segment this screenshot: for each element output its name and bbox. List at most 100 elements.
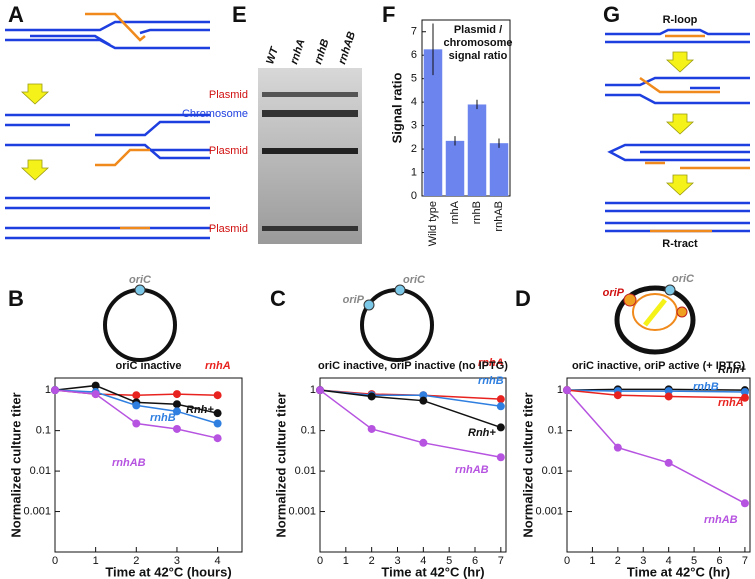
series-line	[566, 389, 745, 399]
plot-frame	[566, 377, 751, 553]
y-axis-label: Normalized culture titer	[273, 392, 288, 537]
x-tick-label: 0	[52, 555, 58, 567]
x-tick-label: 1	[93, 555, 99, 567]
x-tick-label: 4	[215, 555, 221, 567]
data-point	[664, 392, 673, 401]
x-tick-label: 1	[343, 555, 349, 567]
data-point	[367, 424, 376, 433]
band-label: Plasmid	[209, 145, 248, 157]
data-point	[213, 434, 222, 443]
x-tick-label: rnhAB	[493, 201, 505, 232]
y-tick-label: 1	[557, 384, 563, 396]
bar	[445, 140, 465, 196]
y-tick-label: 4	[411, 96, 417, 108]
y-tick-label: 6	[411, 49, 417, 61]
schematic-a	[5, 12, 210, 240]
y-tick-label: 0.01	[30, 465, 51, 477]
bar	[423, 49, 443, 197]
data-point	[213, 409, 222, 418]
x-tick-label: rnhB	[471, 201, 483, 224]
x-tick-label: 3	[640, 555, 646, 567]
x-tick-label: 2	[615, 555, 621, 567]
y-tick-label: 2	[411, 143, 417, 155]
plot-frame	[54, 377, 243, 553]
data-point	[91, 381, 100, 390]
chart-title: signal ratio	[449, 50, 508, 62]
panel-letter: B	[8, 286, 24, 311]
x-tick-label: 0	[317, 555, 323, 567]
title-box	[448, 22, 508, 66]
data-point	[172, 400, 181, 409]
data-point	[496, 402, 505, 411]
chart-title: chromosome	[443, 37, 512, 49]
series-label: rnhB	[693, 381, 719, 393]
x-tick-label: 0	[564, 555, 570, 567]
data-point	[132, 401, 141, 410]
y-tick-label: 0.001	[535, 505, 563, 517]
y-tick-label: 1	[45, 384, 51, 396]
series-label: rnhA	[718, 397, 744, 409]
series-label: Rnh+	[718, 364, 746, 376]
origin-label: oriC	[672, 273, 695, 285]
series-label: rnhB	[150, 412, 176, 424]
series-label: rnhB	[478, 375, 504, 387]
data-point	[496, 395, 505, 404]
bar	[489, 143, 509, 196]
y-tick-label: 0.1	[548, 425, 563, 437]
plot-frame	[421, 19, 511, 197]
replicon-map: oriC oriP	[343, 274, 434, 362]
y-tick-label: 0.01	[295, 465, 316, 477]
x-tick-label: 4	[420, 555, 426, 567]
data-point	[51, 386, 59, 395]
x-tick-label: 6	[472, 555, 478, 567]
lane-label: rnhAB	[336, 30, 358, 66]
series-label: Rnh+	[186, 404, 214, 416]
x-tick-label: 2	[369, 555, 375, 567]
chart-title: oriC inactive, oriP inactive (no IPTG)	[318, 360, 508, 372]
panel-letter: D	[515, 286, 531, 311]
replicon-map: oriC oriP	[603, 273, 696, 355]
y-tick-label: 0.001	[23, 505, 51, 517]
x-tick-label: 6	[716, 555, 722, 567]
y-tick-label: 3	[411, 120, 417, 132]
replicon-map: oriC	[103, 274, 177, 362]
series-label: rnhA	[478, 357, 504, 369]
series-line	[319, 389, 502, 429]
lane-label: WT	[264, 45, 281, 66]
series-line	[566, 389, 745, 393]
data-point	[563, 386, 571, 395]
data-point	[613, 443, 622, 452]
data-point	[419, 438, 428, 447]
data-point	[172, 390, 181, 399]
y-tick-label: 0	[411, 190, 417, 202]
origin-label: oriC	[403, 274, 426, 286]
panel-letter: F	[382, 2, 395, 27]
data-point	[316, 386, 324, 395]
x-tick-label: 1	[589, 555, 595, 567]
data-point	[419, 396, 428, 405]
y-tick-label: 0.1	[36, 425, 51, 437]
data-point	[132, 419, 141, 428]
x-axis-label: Time at 42°C (hr)	[381, 564, 484, 579]
plot-frame	[319, 377, 507, 553]
y-tick-label: 5	[411, 73, 417, 85]
series-line	[566, 388, 745, 391]
origin-label: oriP	[603, 287, 625, 299]
origin-label: oriP	[343, 294, 365, 306]
x-tick-label: 7	[742, 555, 748, 567]
data-point	[613, 391, 622, 400]
data-point	[740, 499, 749, 508]
data-point	[496, 453, 505, 462]
panel-letter: G	[603, 2, 620, 27]
x-tick-label: 5	[446, 555, 452, 567]
data-point	[213, 419, 222, 428]
y-tick-label: 0.01	[542, 465, 563, 477]
series-label: rnhAB	[455, 464, 489, 476]
band-label: Plasmid	[209, 223, 248, 235]
chart-title: Plasmid /	[454, 24, 502, 36]
label: R-loop	[663, 14, 698, 26]
panel-letter: C	[270, 286, 286, 311]
band-label: Chromosome	[182, 108, 248, 120]
y-axis-label: Normalized culture titer	[520, 392, 535, 537]
x-tick-label: 7	[498, 555, 504, 567]
